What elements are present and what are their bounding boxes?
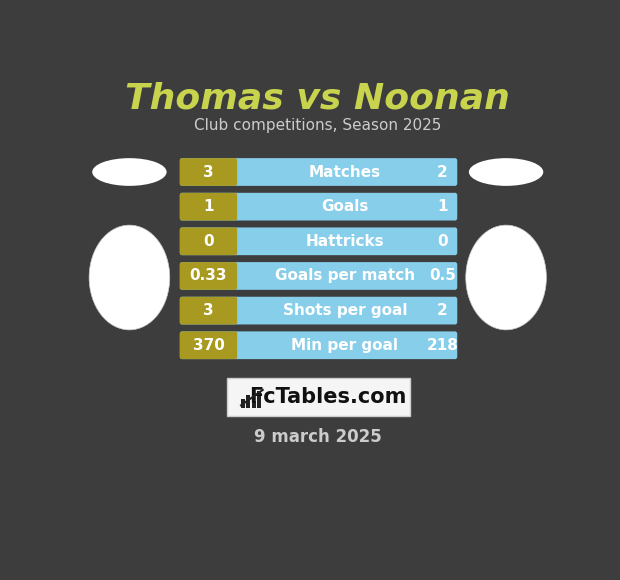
- FancyBboxPatch shape: [180, 262, 237, 290]
- Text: 1: 1: [203, 199, 214, 214]
- FancyBboxPatch shape: [180, 227, 458, 255]
- FancyBboxPatch shape: [180, 262, 458, 290]
- Bar: [247, 394, 250, 408]
- Ellipse shape: [92, 158, 167, 186]
- Text: Goals per match: Goals per match: [275, 269, 415, 284]
- Ellipse shape: [469, 158, 543, 186]
- Bar: [252, 401, 255, 408]
- Text: Min per goal: Min per goal: [291, 338, 399, 353]
- Text: 2: 2: [437, 165, 448, 180]
- Text: 3: 3: [203, 303, 214, 318]
- Text: 3: 3: [203, 165, 214, 180]
- FancyBboxPatch shape: [180, 227, 237, 255]
- Text: 0: 0: [203, 234, 214, 249]
- Bar: [257, 392, 261, 408]
- Text: 0.33: 0.33: [190, 269, 227, 284]
- Text: 1: 1: [437, 199, 448, 214]
- FancyBboxPatch shape: [180, 193, 458, 220]
- Text: 0.5: 0.5: [429, 269, 456, 284]
- FancyBboxPatch shape: [180, 331, 237, 359]
- FancyBboxPatch shape: [180, 331, 458, 359]
- Ellipse shape: [89, 225, 170, 330]
- FancyBboxPatch shape: [180, 158, 458, 186]
- Text: 2: 2: [437, 303, 448, 318]
- Bar: [241, 399, 245, 408]
- Text: 9 march 2025: 9 march 2025: [254, 428, 382, 446]
- Text: Club competitions, Season 2025: Club competitions, Season 2025: [194, 118, 441, 133]
- Text: Goals: Goals: [321, 199, 368, 214]
- Ellipse shape: [466, 225, 546, 330]
- FancyBboxPatch shape: [180, 158, 237, 186]
- FancyBboxPatch shape: [180, 297, 237, 324]
- FancyBboxPatch shape: [180, 193, 237, 220]
- Text: Hattricks: Hattricks: [306, 234, 384, 249]
- Text: Shots per goal: Shots per goal: [283, 303, 407, 318]
- FancyBboxPatch shape: [227, 378, 410, 416]
- Text: 370: 370: [193, 338, 224, 353]
- Text: Matches: Matches: [309, 165, 381, 180]
- Text: 218: 218: [427, 338, 458, 353]
- Text: 0: 0: [437, 234, 448, 249]
- FancyBboxPatch shape: [180, 297, 458, 324]
- Text: Thomas vs Noonan: Thomas vs Noonan: [125, 82, 510, 116]
- Text: FcTables.com: FcTables.com: [249, 387, 407, 407]
